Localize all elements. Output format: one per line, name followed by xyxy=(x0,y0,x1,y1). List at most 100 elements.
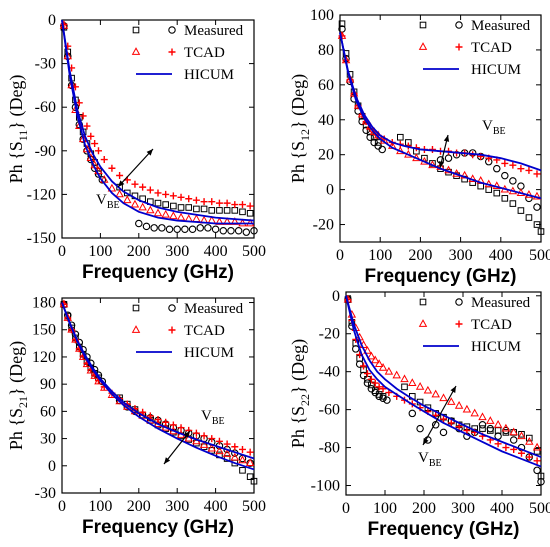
measured-square-point xyxy=(533,448,541,455)
tcad-plus-point xyxy=(83,122,91,130)
x-tick-label: 400 xyxy=(204,498,228,515)
y-tick-label: 0 xyxy=(48,12,56,29)
legend-label-tcad: TCAD xyxy=(184,323,225,339)
legend-label-measured: Measured xyxy=(471,295,531,311)
tcad-triangle-point xyxy=(176,212,186,221)
tcad-plus-point xyxy=(208,198,216,206)
measured-square-point xyxy=(477,182,484,190)
legend-label-measured: Measured xyxy=(184,23,244,39)
legend-square-marker xyxy=(132,26,140,34)
measured-circle-point xyxy=(533,203,541,211)
tcad-triangle-point xyxy=(363,345,372,354)
measured-square-point xyxy=(501,195,509,202)
hicum-line xyxy=(345,295,542,458)
measured-square-point xyxy=(239,208,246,216)
tcad-triangle-point xyxy=(532,442,542,451)
hicum-line xyxy=(345,295,542,468)
x-axis-title: Frequency (GHz) xyxy=(367,519,519,540)
measured-circle-point xyxy=(362,126,370,134)
measured-circle-point xyxy=(533,466,541,475)
tcad-plus-point xyxy=(162,190,170,198)
y-axis-title: Ph {S12} (Deg) xyxy=(288,74,312,183)
y-tick-label: 120 xyxy=(32,349,56,366)
tcad-plus-point xyxy=(192,196,200,204)
y-tick-label: 0 xyxy=(332,288,340,305)
legend-circle-marker xyxy=(455,21,463,29)
measured-square-point xyxy=(338,20,346,28)
x-tick-label: 400 xyxy=(490,500,514,517)
tcad-triangle-point xyxy=(207,443,217,452)
tcad-plus-point xyxy=(169,192,177,200)
hicum-line xyxy=(61,19,254,225)
tcad-triangle-point xyxy=(478,412,487,421)
y-axis-title-end: } (Deg) xyxy=(288,74,309,129)
vbe-label-sub: BE xyxy=(107,200,120,211)
x-tick-label: 300 xyxy=(165,498,189,515)
measured-square-point xyxy=(525,214,533,221)
measured-square-point xyxy=(250,477,258,485)
plot-frame xyxy=(61,297,255,494)
measured-circle-point xyxy=(444,154,453,162)
hicum-line xyxy=(339,32,542,172)
tcad-plus-point xyxy=(200,198,208,206)
tcad-triangle-point xyxy=(153,208,163,217)
measured-circle-point xyxy=(379,394,387,402)
measured-circle-point xyxy=(478,421,487,429)
tcad-plus-point xyxy=(146,186,154,194)
chart-s22: 0 100 200 300 400 500 0 -20 -40 -60 -80 -100 Frequen… xyxy=(288,288,550,540)
tcad-plus-point xyxy=(533,457,541,465)
x-axis-title: Frequency (GHz) xyxy=(82,262,234,283)
tcad-triangle-point xyxy=(384,366,394,375)
tcad-triangle-point xyxy=(501,423,511,432)
tcad-triangle-point xyxy=(444,165,453,174)
measured-circle-point xyxy=(416,424,424,433)
measured-square-point xyxy=(200,205,208,213)
y-tick-label: -60 xyxy=(319,402,340,419)
tcad-triangle-point xyxy=(400,374,409,383)
x-tick-label: 200 xyxy=(127,243,151,260)
y-tick-label: -30 xyxy=(35,485,56,502)
measured-square-point xyxy=(479,425,486,432)
tcad-triangle-point xyxy=(374,359,384,367)
tcad-triangle-point xyxy=(378,363,388,371)
measured-circle-point xyxy=(375,392,383,401)
measured-circle-point xyxy=(493,164,501,173)
tcad-triangle-point xyxy=(107,183,117,192)
tcad-triangle-point xyxy=(493,419,503,428)
measured-circle-point xyxy=(227,226,235,235)
tcad-triangle-point xyxy=(470,408,479,417)
legend: Measured TCAD HICUM xyxy=(418,295,531,355)
y-axis-title: Ph {S21} (Deg) xyxy=(6,341,30,450)
measured-square-point xyxy=(401,383,408,391)
tcad-plus-point xyxy=(375,383,383,391)
tcad-plus-point xyxy=(87,132,95,140)
legend-label-hicum: HICUM xyxy=(184,67,234,83)
legend-triangle-marker xyxy=(131,47,141,55)
tcad-plus-point xyxy=(75,99,83,107)
tcad-plus-point xyxy=(146,412,154,420)
measured-square-point xyxy=(154,199,162,207)
tcad-plus-point xyxy=(162,418,170,426)
y-tick-label: 60 xyxy=(40,403,56,420)
tcad-triangle-point xyxy=(161,209,170,218)
tcad-plus-point xyxy=(231,201,239,209)
legend-triangle-marker xyxy=(418,319,428,327)
measured-square-point xyxy=(185,204,193,211)
x-tick-label: 0 xyxy=(342,500,350,517)
legend-square-marker xyxy=(419,298,427,306)
tcad-plus-point xyxy=(238,201,246,209)
tcad-plus-point xyxy=(215,437,223,445)
y-tick-label: 180 xyxy=(32,295,56,312)
tcad-triangle-point xyxy=(392,370,401,379)
tcad-triangle-point xyxy=(408,378,417,386)
y-tick-label: -40 xyxy=(319,364,340,381)
tcad-plus-point xyxy=(223,199,231,207)
measured-square-point xyxy=(193,205,200,213)
measured-circle-point xyxy=(383,396,391,404)
measured-circle-point xyxy=(135,219,143,228)
tcad-plus-point xyxy=(108,164,116,172)
y-tick-label: -90 xyxy=(35,143,56,160)
tcad-triangle-point xyxy=(492,181,502,190)
measured-square-point xyxy=(493,189,501,197)
x-tick-label: 300 xyxy=(165,243,189,260)
